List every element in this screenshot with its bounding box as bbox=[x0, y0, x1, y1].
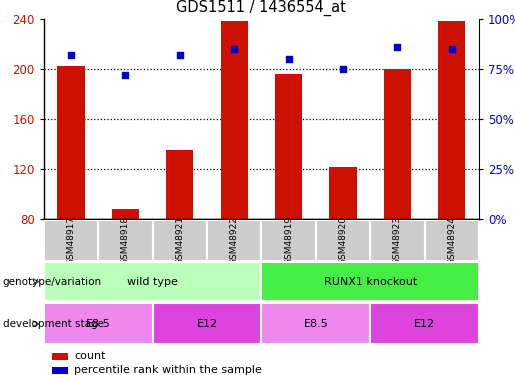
Point bbox=[121, 72, 129, 78]
Bar bbox=[152, 220, 207, 261]
Bar bbox=[57, 66, 84, 219]
Bar bbox=[370, 303, 479, 344]
Bar bbox=[152, 303, 261, 344]
Text: E8.5: E8.5 bbox=[86, 319, 111, 329]
Bar bbox=[261, 303, 370, 344]
Bar bbox=[220, 21, 248, 219]
Text: GSM48922: GSM48922 bbox=[230, 216, 238, 265]
Point bbox=[393, 44, 402, 50]
Text: E12: E12 bbox=[414, 319, 435, 329]
Point bbox=[67, 52, 75, 58]
Text: GSM48921: GSM48921 bbox=[175, 216, 184, 265]
Bar bbox=[166, 150, 193, 219]
Text: RUNX1 knockout: RUNX1 knockout bbox=[323, 277, 417, 286]
Point bbox=[284, 56, 293, 62]
Bar bbox=[53, 367, 67, 374]
Bar bbox=[112, 209, 139, 219]
Bar bbox=[98, 220, 152, 261]
Text: wild type: wild type bbox=[127, 277, 178, 286]
Text: genotype/variation: genotype/variation bbox=[3, 277, 101, 286]
Text: GSM48919: GSM48919 bbox=[284, 216, 293, 265]
Bar bbox=[384, 69, 411, 219]
Text: percentile rank within the sample: percentile rank within the sample bbox=[74, 365, 262, 375]
Text: GSM48918: GSM48918 bbox=[121, 216, 130, 265]
Text: GSM48917: GSM48917 bbox=[66, 216, 76, 265]
Bar bbox=[330, 167, 356, 219]
Title: GDS1511 / 1436554_at: GDS1511 / 1436554_at bbox=[177, 0, 346, 16]
Text: E12: E12 bbox=[196, 319, 217, 329]
Bar bbox=[424, 220, 479, 261]
Text: count: count bbox=[74, 351, 106, 361]
Text: GSM48923: GSM48923 bbox=[393, 216, 402, 265]
Bar bbox=[44, 220, 98, 261]
Text: E8.5: E8.5 bbox=[303, 319, 328, 329]
Bar bbox=[207, 220, 261, 261]
Point bbox=[176, 52, 184, 58]
Text: development stage: development stage bbox=[3, 319, 104, 329]
Point bbox=[230, 46, 238, 52]
Bar bbox=[261, 220, 316, 261]
Text: GSM48924: GSM48924 bbox=[447, 216, 456, 265]
Bar bbox=[44, 262, 261, 301]
Bar bbox=[53, 352, 67, 360]
Point bbox=[448, 46, 456, 52]
Bar bbox=[438, 21, 466, 219]
Text: GSM48920: GSM48920 bbox=[338, 216, 348, 265]
Point bbox=[339, 66, 347, 72]
Bar bbox=[275, 74, 302, 219]
Bar bbox=[44, 303, 152, 344]
Bar bbox=[316, 220, 370, 261]
Bar bbox=[370, 220, 424, 261]
Bar bbox=[261, 262, 479, 301]
